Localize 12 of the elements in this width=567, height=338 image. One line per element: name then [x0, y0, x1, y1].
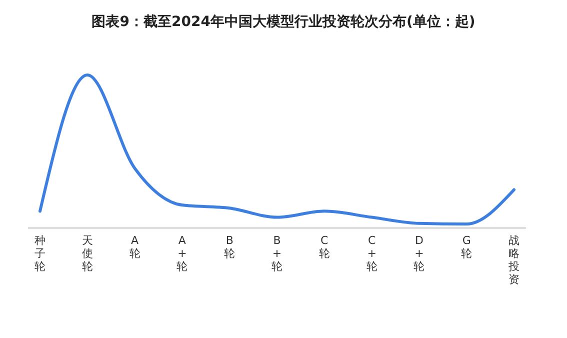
x-tick-label: 天使轮 [82, 234, 93, 273]
x-tick-label: A+轮 [176, 234, 188, 273]
x-tick-label: B轮 [224, 234, 236, 260]
x-tick-label: C+轮 [366, 234, 378, 273]
x-tick-label: 战略投资 [508, 234, 520, 286]
x-tick-label: 种子轮 [34, 234, 46, 273]
x-tick-label: A轮 [129, 234, 140, 260]
x-tick-label: C轮 [318, 234, 330, 260]
x-tick-label: G轮 [461, 234, 472, 260]
x-tick-label: D+轮 [414, 234, 425, 273]
chart-title: 图表9：截至2024年中国大模型行业投资轮次分布(单位：起) [92, 14, 476, 30]
x-tick-label: B+轮 [272, 234, 282, 273]
